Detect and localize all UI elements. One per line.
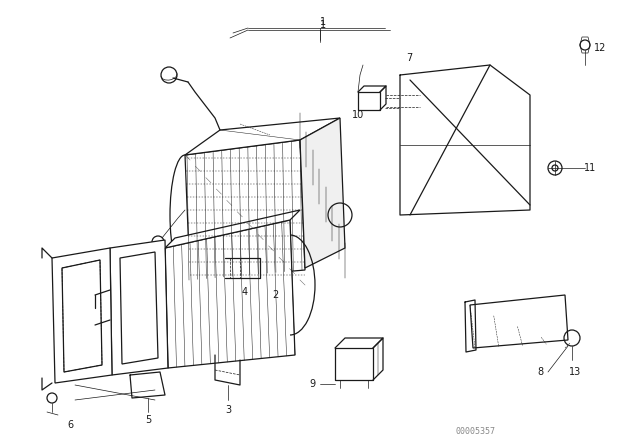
Text: 1: 1 [320,17,326,27]
Text: 10: 10 [352,110,364,120]
Polygon shape [120,252,158,364]
Polygon shape [52,248,112,383]
Polygon shape [62,260,102,372]
Text: 6: 6 [67,420,73,430]
Text: 00005357: 00005357 [455,427,495,436]
Polygon shape [470,295,568,348]
Polygon shape [165,220,295,368]
Text: 3: 3 [225,405,231,415]
Text: 4: 4 [242,287,248,297]
Polygon shape [165,210,300,248]
Text: 8: 8 [537,367,543,377]
Circle shape [552,165,558,171]
Polygon shape [110,240,168,375]
Text: 11: 11 [584,163,596,173]
Text: 12: 12 [594,43,606,53]
Polygon shape [185,140,305,280]
Text: 7: 7 [406,53,412,63]
Text: 2: 2 [272,290,278,300]
Text: 9: 9 [309,379,315,389]
Text: 5: 5 [145,415,151,425]
Text: 1: 1 [320,20,326,30]
Text: 13: 13 [569,367,581,377]
Polygon shape [300,118,345,268]
Polygon shape [185,118,340,155]
